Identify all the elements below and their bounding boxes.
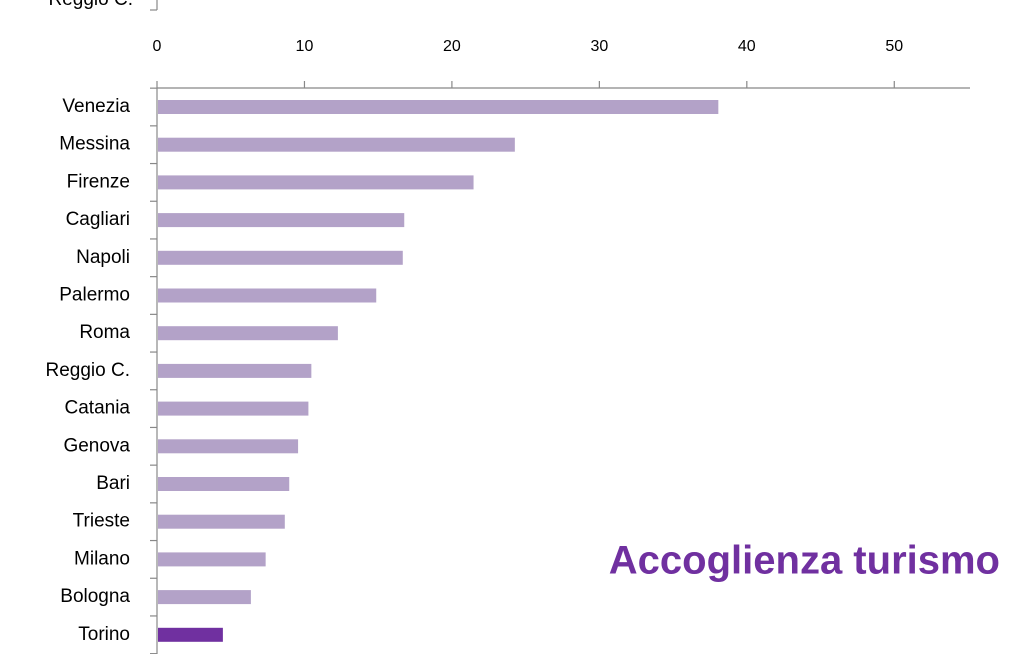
y-tick-label: Firenze (67, 171, 130, 192)
y-tick-label: Roma (79, 322, 130, 343)
bar (158, 137, 515, 152)
y-tick-label: Torino (78, 624, 130, 645)
x-tick-label: 30 (590, 38, 608, 55)
bar (158, 363, 312, 378)
y-tick-label: Milano (74, 548, 130, 569)
y-tick-label: Bari (96, 473, 130, 494)
bar (158, 175, 474, 190)
bar (158, 288, 377, 303)
bar (158, 326, 338, 341)
bar (158, 477, 290, 491)
bar (158, 100, 719, 114)
y-tick-label: Genova (63, 435, 130, 456)
bar (158, 401, 309, 416)
y-tick-label: Catania (65, 398, 131, 419)
bar (158, 439, 299, 454)
chart-title: Accoglienza turismo (609, 539, 1000, 583)
y-tick-label: Venezia (62, 96, 130, 117)
x-tick-label: 50 (885, 38, 903, 55)
y-tick-label: Trieste (73, 511, 130, 532)
bar (158, 552, 266, 567)
bar (158, 213, 405, 228)
x-tick-label: 0 (153, 38, 162, 55)
y-tick-label: Bologna (60, 586, 130, 607)
y-tick-label: Reggio C. (46, 360, 131, 381)
bar (158, 590, 251, 605)
bar (158, 627, 223, 642)
x-tick-label: 20 (443, 38, 461, 55)
y-tick-label: Cagliari (66, 209, 130, 230)
x-tick-label: 10 (296, 38, 314, 55)
y-tick-label: Messina (59, 134, 130, 155)
y-tick-label: Napoli (76, 247, 130, 268)
x-tick-label: 40 (738, 38, 756, 55)
bar (158, 514, 285, 529)
y-tick-label: Palermo (59, 285, 130, 306)
bar (158, 250, 403, 265)
previous-chart-label: Reggio C. (49, 0, 134, 10)
